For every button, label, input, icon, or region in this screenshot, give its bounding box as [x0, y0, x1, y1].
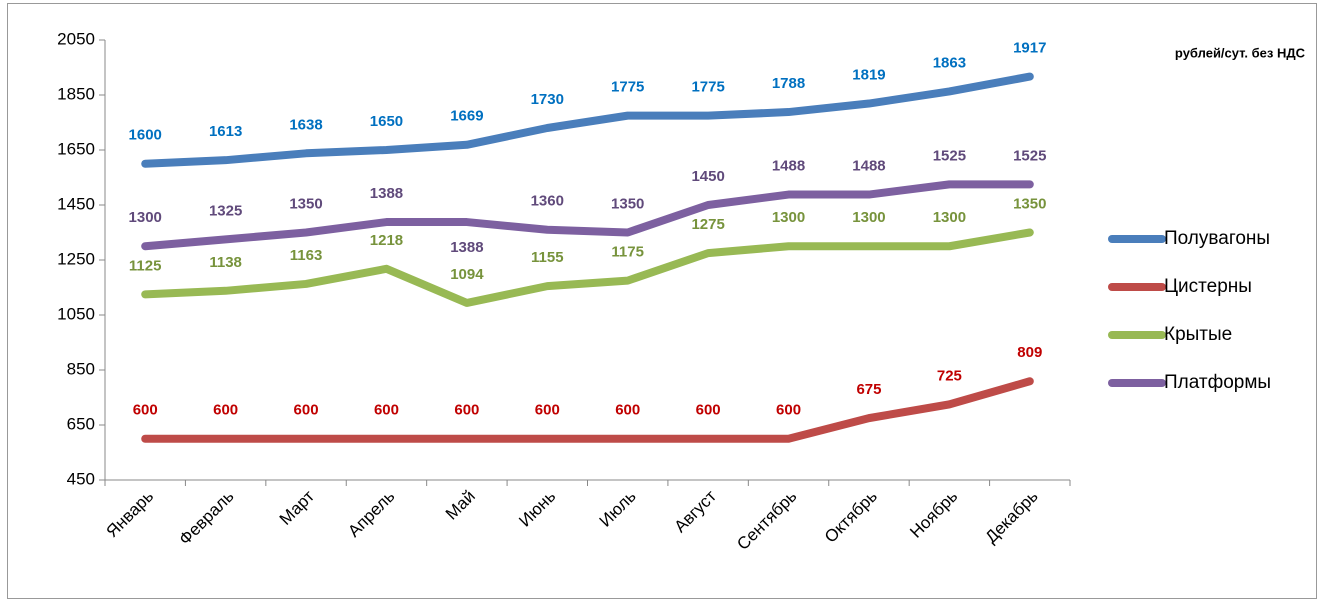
- chart-border: [7, 3, 1317, 599]
- data-label: 1094: [450, 266, 484, 283]
- data-label: 1388: [370, 185, 403, 202]
- data-label: 600: [535, 402, 560, 419]
- data-label: 1488: [772, 158, 805, 175]
- y-tick-label: 1250: [57, 249, 95, 268]
- data-label: 1819: [852, 66, 885, 83]
- y-tick-label: 450: [67, 469, 95, 488]
- data-label: 1525: [1013, 147, 1046, 164]
- data-label: 1350: [1013, 195, 1046, 212]
- y-tick-label: 1650: [57, 139, 95, 158]
- y-tick-label: 1850: [57, 84, 95, 103]
- data-label: 1138: [209, 254, 242, 271]
- data-label: 1163: [290, 247, 323, 264]
- y-tick-label: 1050: [57, 304, 95, 323]
- data-label: 1775: [611, 79, 644, 96]
- data-label: 1669: [450, 108, 483, 125]
- data-label: 600: [374, 402, 399, 419]
- data-label: 725: [937, 367, 962, 384]
- data-label: 1275: [691, 216, 724, 233]
- data-label: 1325: [209, 202, 242, 219]
- data-label: 1218: [370, 232, 403, 249]
- data-label: 1788: [772, 75, 805, 92]
- data-label: 1300: [772, 209, 805, 226]
- y-tick-label: 2050: [57, 29, 95, 48]
- data-label: 1125: [129, 257, 162, 274]
- legend-label: Полувагоны: [1164, 228, 1270, 249]
- data-label: 1775: [691, 79, 724, 96]
- data-label: 1300: [129, 209, 162, 226]
- data-label: 1350: [289, 195, 322, 212]
- data-label: 1917: [1013, 40, 1046, 57]
- series-line: [141, 72, 1034, 168]
- data-label: 1600: [129, 127, 162, 144]
- data-label: 600: [696, 402, 721, 419]
- y-tick-label: 650: [67, 414, 95, 433]
- data-label: 1450: [691, 168, 724, 185]
- data-label: 600: [133, 402, 158, 419]
- legend-label: Крытые: [1164, 324, 1232, 345]
- series-line: [141, 228, 1034, 307]
- y-tick-label: 1450: [57, 194, 95, 213]
- legend-label: Цистерны: [1164, 276, 1252, 297]
- legend-label: Платформы: [1164, 372, 1271, 393]
- data-label: 1300: [933, 209, 966, 226]
- data-label: 600: [213, 402, 238, 419]
- data-label: 1300: [852, 209, 885, 226]
- data-label: 1638: [289, 116, 322, 133]
- series-line: [141, 180, 1034, 251]
- series-line: [141, 377, 1034, 443]
- data-label: 600: [615, 402, 640, 419]
- data-label: 1863: [933, 54, 966, 71]
- data-label: 1350: [611, 195, 644, 212]
- data-label: 1525: [933, 147, 966, 164]
- data-label: 600: [294, 402, 319, 419]
- y-tick-label: 850: [67, 359, 95, 378]
- data-label: 1155: [531, 249, 564, 266]
- unit-label: рублей/сут. без НДС: [1175, 45, 1306, 60]
- data-label: 1650: [370, 113, 403, 130]
- data-label: 600: [776, 402, 801, 419]
- data-label: 1730: [531, 91, 564, 108]
- data-label: 809: [1017, 344, 1042, 361]
- data-label: 675: [856, 381, 881, 398]
- data-label: 1488: [852, 158, 885, 175]
- data-label: 1613: [209, 123, 242, 140]
- data-label: 1388: [450, 239, 483, 256]
- data-label: 600: [454, 402, 479, 419]
- data-label: 1360: [531, 193, 564, 210]
- data-label: 1175: [611, 244, 644, 261]
